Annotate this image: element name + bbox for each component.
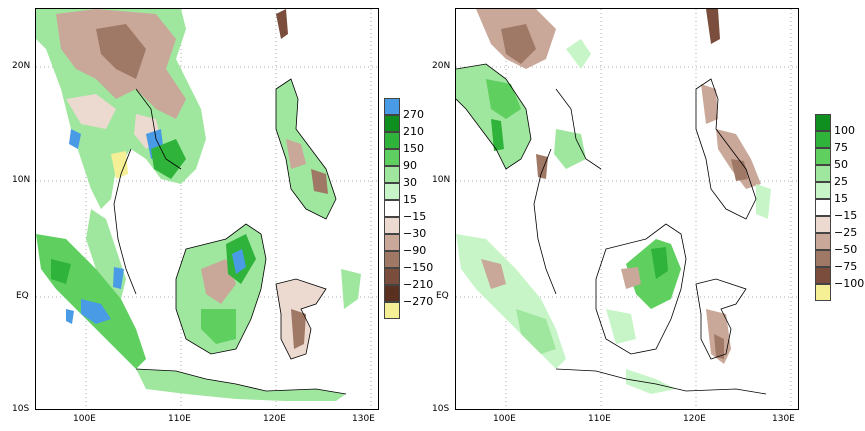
lon-tick-120e-left: 120E bbox=[263, 414, 286, 424]
lon-tick-100e-right: 100E bbox=[493, 414, 516, 424]
legend-label: 15 bbox=[403, 193, 417, 206]
legend-color-box bbox=[815, 250, 831, 267]
legend-left: 270 210 150 90 30 15 −15 −30 −90 −150 −210 −270 bbox=[384, 98, 433, 319]
legend-label: 270 bbox=[403, 108, 424, 121]
gridlines bbox=[456, 9, 798, 409]
lon-tick-110e-right: 110E bbox=[588, 414, 611, 424]
land-philippines bbox=[701, 9, 771, 219]
legend-color-box bbox=[384, 166, 400, 183]
legend-color-box bbox=[384, 251, 400, 268]
legend-color-box bbox=[815, 216, 831, 233]
land-borneo bbox=[176, 224, 266, 354]
legend-color-box bbox=[384, 132, 400, 149]
map-panel-left: 20N bbox=[35, 8, 379, 410]
legend-label: 150 bbox=[403, 142, 424, 155]
map-right-canvas bbox=[456, 9, 798, 409]
lat-tick-10s-left: 10S bbox=[12, 404, 30, 414]
legend-label: 50 bbox=[834, 158, 848, 171]
lon-tick-120e-right: 120E bbox=[683, 414, 706, 424]
lon-tick-130e-right: 130E bbox=[772, 414, 795, 424]
legend-label: −270 bbox=[403, 295, 434, 308]
legend-color-box bbox=[815, 114, 831, 131]
lon-tick-130e-left: 130E bbox=[352, 414, 375, 424]
legend-color-box bbox=[384, 285, 400, 302]
land-borneo bbox=[606, 239, 681, 344]
land-philippines bbox=[276, 9, 336, 219]
legend-color-box bbox=[384, 234, 400, 251]
lat-tick-eq-right: EQ bbox=[436, 291, 449, 301]
map-left-canvas bbox=[36, 9, 378, 409]
lon-tick-110e-left: 110E bbox=[168, 414, 191, 424]
legend-label: 75 bbox=[834, 141, 848, 154]
legend-color-box bbox=[815, 148, 831, 165]
lat-tick-20n-left: 20N bbox=[12, 61, 31, 71]
lat-tick-eq-left: EQ bbox=[16, 291, 29, 301]
land-indochina bbox=[36, 9, 206, 209]
lat-tick-10n-right: 10N bbox=[432, 175, 451, 185]
legend-color-box bbox=[384, 149, 400, 166]
legend-label: −30 bbox=[403, 227, 427, 240]
legend-color-box bbox=[815, 267, 831, 284]
legend-label: 210 bbox=[403, 125, 424, 138]
legend-right: 100 75 50 25 15 −15 −25 −50 −75 −100 bbox=[815, 114, 864, 301]
legend-color-box bbox=[384, 302, 400, 319]
legend-label: 15 bbox=[834, 192, 848, 205]
legend-label: 30 bbox=[403, 176, 417, 189]
land-sumatra bbox=[456, 234, 566, 369]
legend-label: −210 bbox=[403, 278, 434, 291]
land-java bbox=[136, 369, 346, 401]
legend-label: −15 bbox=[403, 210, 427, 223]
land-indochina bbox=[456, 9, 591, 179]
legend-color-box bbox=[384, 217, 400, 234]
legend-label: 25 bbox=[834, 175, 848, 188]
land-sumatra bbox=[36, 209, 146, 369]
legend-label: −25 bbox=[834, 226, 858, 239]
lon-tick-100e-left: 100E bbox=[73, 414, 96, 424]
legend-color-box bbox=[384, 268, 400, 285]
lat-tick-20n-right: 20N bbox=[432, 61, 451, 71]
legend-color-box bbox=[815, 182, 831, 199]
map-panel-right bbox=[455, 8, 799, 410]
legend-label: 100 bbox=[834, 124, 855, 137]
legend-label: −150 bbox=[403, 261, 434, 274]
legend-color-box bbox=[815, 284, 831, 301]
legend-label: −50 bbox=[834, 243, 858, 256]
legend-label: −100 bbox=[834, 277, 865, 290]
legend-label: −90 bbox=[403, 244, 427, 257]
coastlines bbox=[113, 78, 347, 395]
legend-color-box bbox=[815, 131, 831, 148]
legend-color-box bbox=[815, 199, 831, 216]
legend-color-box bbox=[384, 200, 400, 217]
legend-label: 90 bbox=[403, 159, 417, 172]
coastlines bbox=[456, 63, 767, 395]
legend-color-box bbox=[815, 233, 831, 250]
land-sulawesi bbox=[626, 309, 731, 394]
legend-label: −15 bbox=[834, 209, 858, 222]
legend-color-box bbox=[815, 165, 831, 182]
land-sulawesi bbox=[276, 269, 361, 359]
legend-color-box bbox=[384, 115, 400, 132]
legend-color-box bbox=[384, 98, 400, 115]
lat-tick-10n-left: 10N bbox=[12, 175, 31, 185]
legend-label: −75 bbox=[834, 260, 858, 273]
legend-color-box bbox=[384, 183, 400, 200]
lat-tick-10s-right: 10S bbox=[432, 404, 450, 414]
